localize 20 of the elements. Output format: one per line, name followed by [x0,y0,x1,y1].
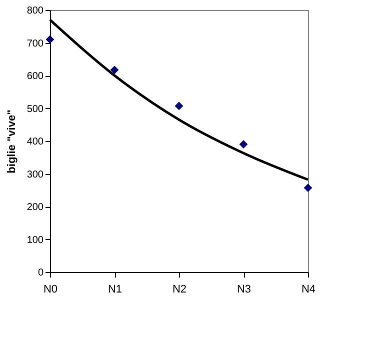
y-tick-label: 700 [26,38,44,50]
point [174,102,184,110]
point [46,35,54,44]
y-tick-label: 100 [26,234,44,246]
y-tick-label: 300 [26,169,44,180]
y-tick-label: 400 [26,136,44,148]
y-tick-label: 500 [26,104,44,115]
point [239,140,248,148]
x-tick-label: N2 [172,284,187,296]
x-tick-label: N3 [236,284,252,296]
point [304,184,312,192]
y-axis-title: biglie "vive" [6,110,18,174]
x-tick-label: N0 [43,284,58,296]
y-tick-label: 200 [26,202,44,213]
y-tick-label: 0 [38,268,44,278]
x-tick-label: N4 [301,284,316,296]
point [110,66,119,74]
y-tick-label: 600 [26,71,44,82]
y-tick-label: 800 [26,6,44,16]
x-tick-label: N1 [108,284,122,296]
